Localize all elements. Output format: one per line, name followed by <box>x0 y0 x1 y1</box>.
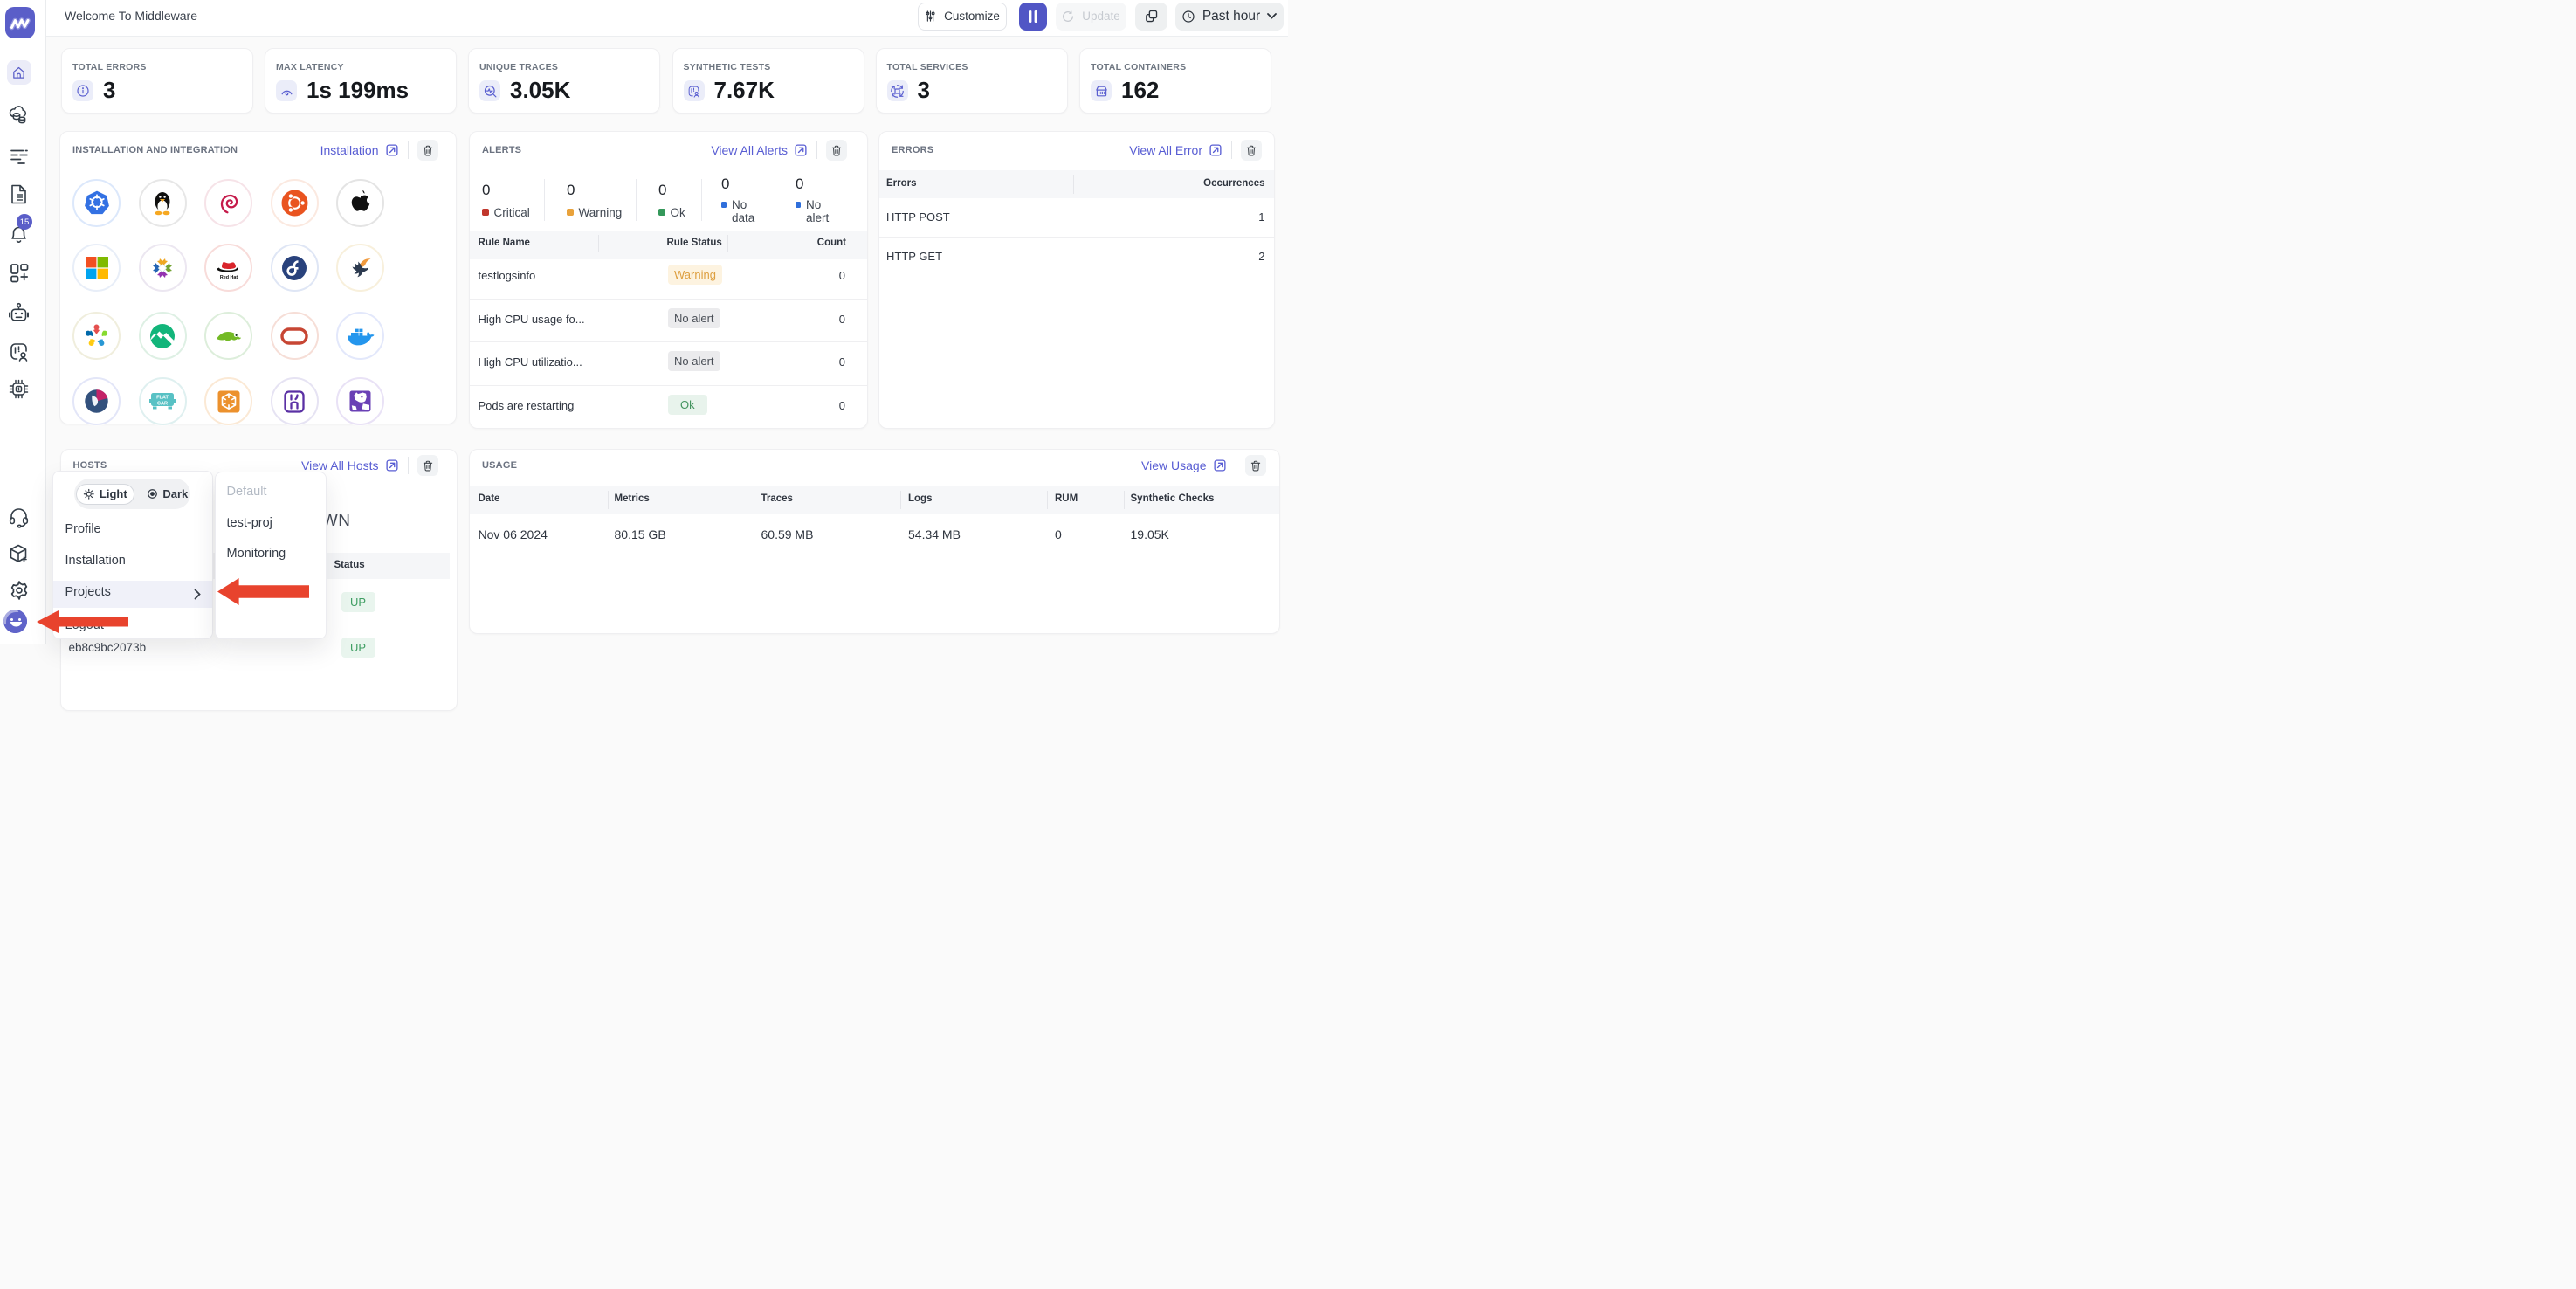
svg-text:Red Hat: Red Hat <box>219 275 238 280</box>
svg-text:CAR: CAR <box>157 401 168 406</box>
svg-text:FLAT: FLAT <box>156 395 169 400</box>
